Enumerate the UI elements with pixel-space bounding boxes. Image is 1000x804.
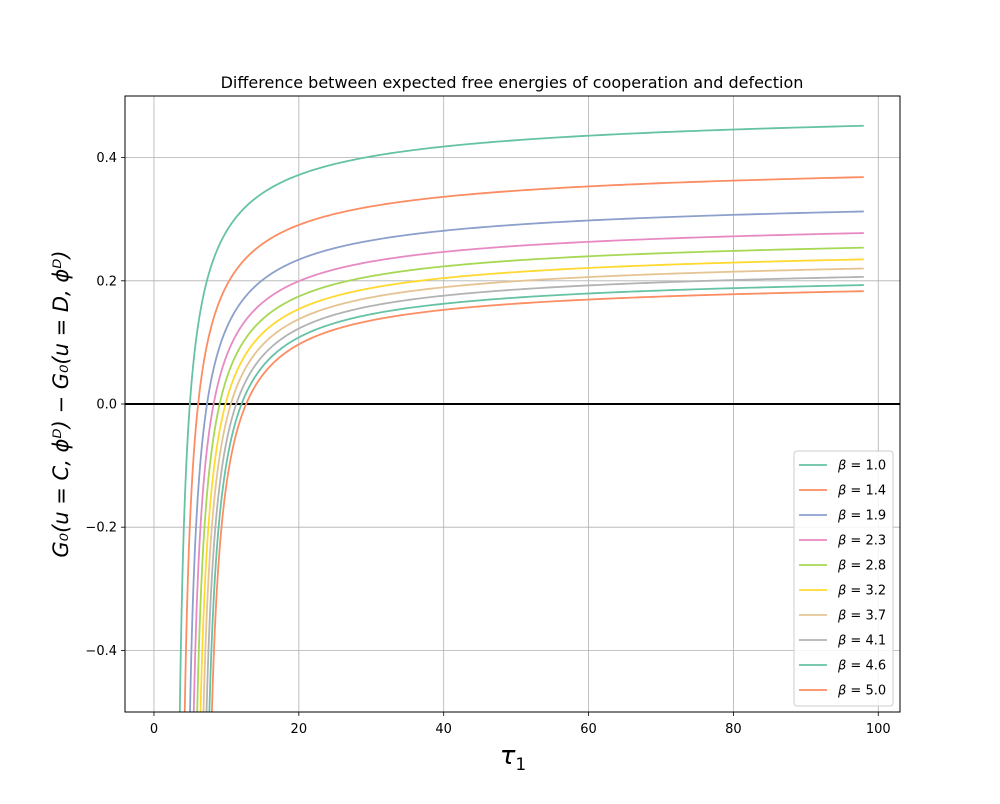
legend-label: β = 5.0	[837, 684, 886, 699]
legend-label: β = 1.0	[837, 459, 886, 474]
series-line	[199, 258, 864, 712]
x-tick-label: 0	[150, 722, 158, 737]
series-line	[189, 210, 864, 712]
series-line	[192, 232, 864, 712]
x-tick-label: 40	[435, 722, 452, 737]
y-tick-label: 0.0	[96, 398, 117, 413]
y-tick-label: −0.4	[85, 644, 117, 659]
y-tick-label: 0.2	[96, 274, 117, 289]
series-line	[196, 246, 864, 712]
legend-label: β = 3.7	[837, 609, 886, 624]
legend-label: β = 2.8	[837, 559, 886, 574]
y-axis: −0.4 −0.2 0.0 0.2 0.4	[85, 151, 125, 659]
series-line	[202, 267, 864, 712]
legend: β = 1.0 β = 1.4 β = 1.9 β = 2.3 β = 2.8 β = 3…	[793, 450, 894, 707]
series-line	[183, 176, 864, 712]
x-tick-label: 80	[725, 722, 742, 737]
series-line	[210, 290, 864, 712]
legend-label: β = 1.9	[837, 509, 886, 524]
x-axis: 0 20 40 60 80 100	[150, 712, 891, 737]
chart-title: Difference between expected free energie…	[221, 73, 804, 92]
legend-label: β = 3.2	[837, 584, 886, 599]
x-tick-label: 20	[291, 722, 308, 737]
series-line	[208, 284, 864, 712]
x-tick-label: 100	[866, 722, 891, 737]
legend-label: β = 4.6	[837, 659, 886, 674]
x-axis-label: τ1	[500, 741, 526, 775]
legend-label: β = 2.3	[837, 534, 886, 549]
y-axis-label: G₀(u = C, ϕᴰ) − G₀(u = D, ϕᴰ)	[49, 250, 73, 557]
y-tick-label: 0.4	[96, 151, 117, 166]
legend-label: β = 4.1	[837, 634, 886, 649]
legend-label: β = 1.4	[837, 484, 886, 499]
series-line	[178, 124, 864, 712]
y-tick-label: −0.2	[85, 521, 117, 536]
x-tick-label: 60	[580, 722, 597, 737]
series-lines	[178, 124, 864, 712]
x-axis-label-subscript: 1	[515, 755, 526, 775]
series-line	[205, 276, 864, 712]
